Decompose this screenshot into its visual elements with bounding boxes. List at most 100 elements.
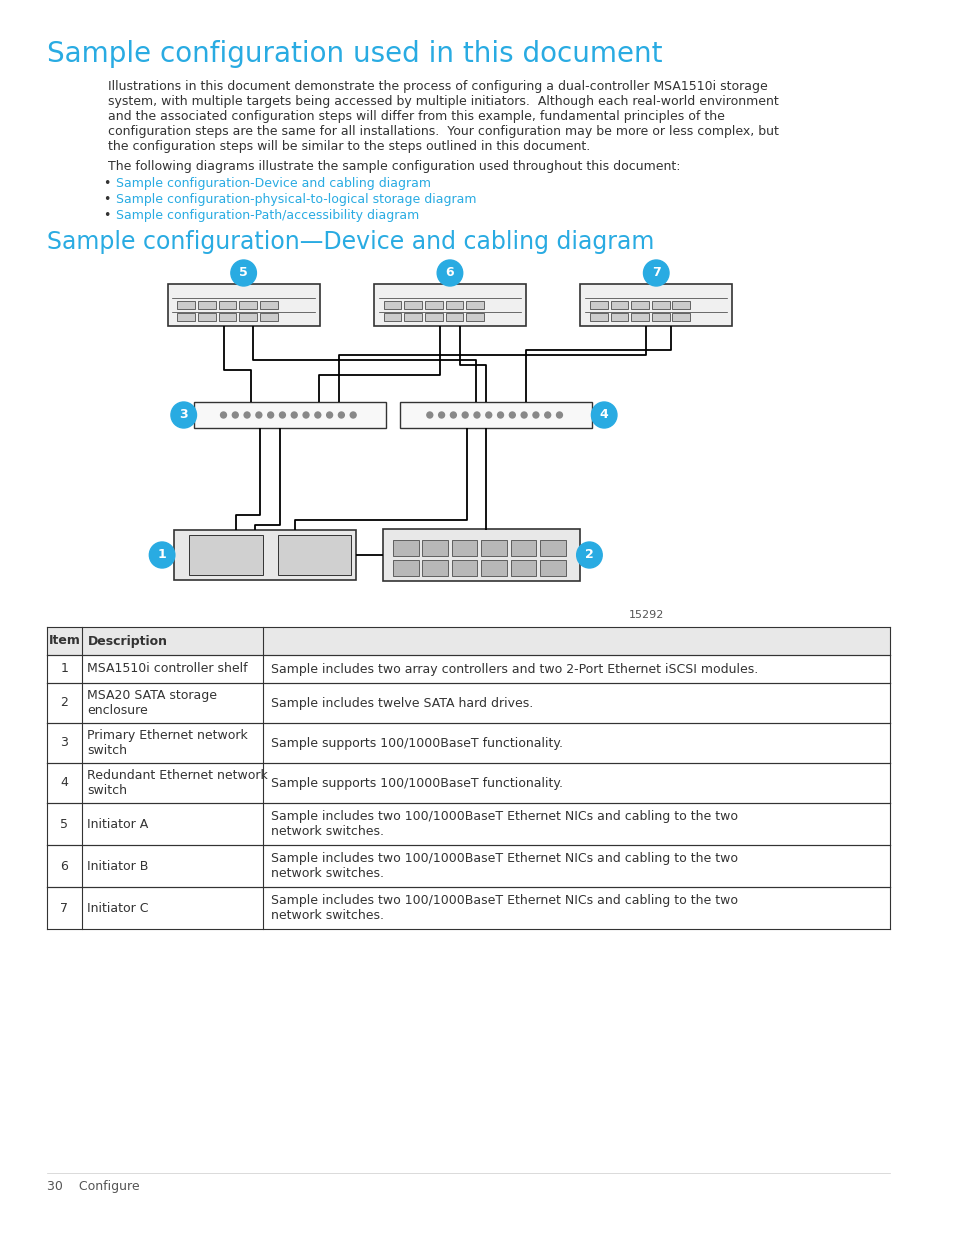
Bar xyxy=(589,312,607,321)
Bar xyxy=(47,803,889,845)
Text: 7: 7 xyxy=(60,902,69,914)
Bar xyxy=(452,559,476,576)
Text: 5: 5 xyxy=(60,818,69,830)
Circle shape xyxy=(314,412,320,417)
Bar xyxy=(47,763,889,803)
Bar xyxy=(198,301,215,309)
Circle shape xyxy=(462,412,468,417)
Circle shape xyxy=(520,412,526,417)
Bar xyxy=(47,722,889,763)
Bar xyxy=(47,683,889,722)
Text: 6: 6 xyxy=(60,860,69,872)
Bar xyxy=(218,301,236,309)
Bar xyxy=(198,312,215,321)
Bar xyxy=(445,301,463,309)
Bar xyxy=(404,312,421,321)
FancyBboxPatch shape xyxy=(174,530,355,580)
FancyBboxPatch shape xyxy=(579,284,732,326)
Circle shape xyxy=(485,412,491,417)
Text: Primary Ethernet network
switch: Primary Ethernet network switch xyxy=(88,729,248,757)
Text: Sample includes two array controllers and two 2-Port Ethernet iSCSI modules.: Sample includes two array controllers an… xyxy=(271,662,758,676)
Text: 1: 1 xyxy=(60,662,69,676)
Circle shape xyxy=(426,412,433,417)
Bar xyxy=(539,540,565,556)
Circle shape xyxy=(233,412,238,417)
Bar xyxy=(277,535,351,576)
Text: 4: 4 xyxy=(599,409,608,421)
Circle shape xyxy=(171,403,196,429)
Text: Sample configuration-Device and cabling diagram: Sample configuration-Device and cabling … xyxy=(116,177,431,190)
Bar xyxy=(481,559,506,576)
Bar xyxy=(610,312,628,321)
Bar xyxy=(393,559,418,576)
Circle shape xyxy=(350,412,355,417)
Text: •: • xyxy=(103,193,111,206)
FancyBboxPatch shape xyxy=(193,403,385,429)
Bar xyxy=(466,301,483,309)
Bar xyxy=(259,301,277,309)
Text: MSA20 SATA storage
enclosure: MSA20 SATA storage enclosure xyxy=(88,689,217,718)
FancyBboxPatch shape xyxy=(168,284,319,326)
Circle shape xyxy=(338,412,344,417)
Text: The following diagrams illustrate the sample configuration used throughout this : The following diagrams illustrate the sa… xyxy=(108,161,679,173)
Text: 7: 7 xyxy=(651,267,659,279)
Circle shape xyxy=(438,412,444,417)
Text: Sample includes two 100/1000BaseT Ethernet NICs and cabling to the two
network s: Sample includes two 100/1000BaseT Ethern… xyxy=(271,810,738,839)
Text: Sample configuration—Device and cabling diagram: Sample configuration—Device and cabling … xyxy=(47,230,654,254)
Bar xyxy=(239,301,256,309)
Text: 2: 2 xyxy=(60,697,69,709)
Text: Description: Description xyxy=(88,635,168,647)
Text: Sample supports 100/1000BaseT functionality.: Sample supports 100/1000BaseT functional… xyxy=(271,777,562,789)
Circle shape xyxy=(544,412,550,417)
Circle shape xyxy=(279,412,285,417)
Bar xyxy=(539,559,565,576)
Circle shape xyxy=(244,412,250,417)
Text: Initiator B: Initiator B xyxy=(88,860,149,872)
FancyBboxPatch shape xyxy=(383,529,579,580)
Bar xyxy=(445,312,463,321)
Text: 1: 1 xyxy=(157,548,167,562)
Text: 6: 6 xyxy=(445,267,454,279)
Circle shape xyxy=(303,412,309,417)
Bar xyxy=(47,887,889,929)
Bar xyxy=(218,312,236,321)
Bar xyxy=(404,301,421,309)
Circle shape xyxy=(291,412,297,417)
Bar xyxy=(422,559,448,576)
Bar xyxy=(631,301,648,309)
Bar xyxy=(393,540,418,556)
Text: •: • xyxy=(103,177,111,190)
Circle shape xyxy=(450,412,456,417)
Text: 3: 3 xyxy=(179,409,188,421)
Bar xyxy=(177,301,194,309)
Bar xyxy=(47,655,889,683)
Text: MSA1510i controller shelf: MSA1510i controller shelf xyxy=(88,662,248,676)
Bar xyxy=(424,301,442,309)
Bar xyxy=(631,312,648,321)
Text: Sample includes twelve SATA hard drives.: Sample includes twelve SATA hard drives. xyxy=(271,697,533,709)
Bar xyxy=(510,540,536,556)
Circle shape xyxy=(231,261,256,287)
Circle shape xyxy=(474,412,479,417)
Bar xyxy=(259,312,277,321)
Bar xyxy=(424,312,442,321)
Circle shape xyxy=(497,412,503,417)
Bar xyxy=(589,301,607,309)
Bar xyxy=(651,301,669,309)
Text: 3: 3 xyxy=(60,736,69,750)
Text: Sample configuration-Path/accessibility diagram: Sample configuration-Path/accessibility … xyxy=(116,209,418,222)
Text: Redundant Ethernet network
switch: Redundant Ethernet network switch xyxy=(88,769,268,797)
Bar xyxy=(383,301,401,309)
Circle shape xyxy=(591,403,617,429)
Bar xyxy=(383,312,401,321)
Bar xyxy=(481,540,506,556)
Bar xyxy=(466,312,483,321)
FancyBboxPatch shape xyxy=(400,403,591,429)
Bar xyxy=(672,312,689,321)
Circle shape xyxy=(150,542,174,568)
Bar xyxy=(189,535,262,576)
Circle shape xyxy=(533,412,538,417)
Text: Sample configuration used in this document: Sample configuration used in this docume… xyxy=(47,40,662,68)
Bar xyxy=(452,540,476,556)
Circle shape xyxy=(220,412,226,417)
